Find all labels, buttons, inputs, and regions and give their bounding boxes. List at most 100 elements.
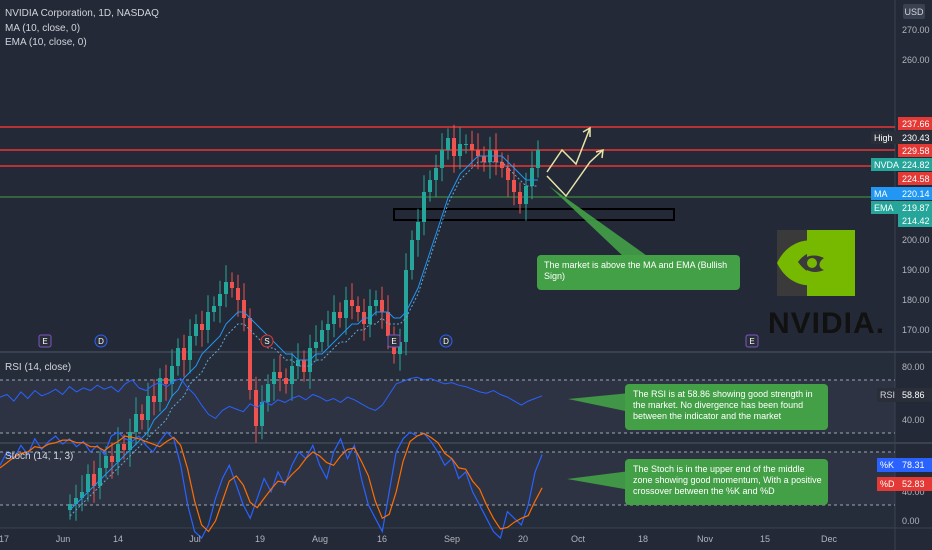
currency-badge[interactable] [903,4,925,19]
candle-body [338,312,342,318]
projection-arrow-up [546,127,591,173]
candle-body [152,396,156,402]
stoch-legend: Stoch (14, 1, 3) [5,451,73,462]
event-marker-label: D [443,337,449,346]
candle-body [452,138,456,156]
rsi-callout-pointer [568,393,630,412]
ma-legend: MA (10, close, 0) [5,23,80,34]
rsi-tick: 40.00 [902,415,925,425]
candle-body [344,300,348,318]
nvidia-wordmark: NVIDIA. [768,307,885,340]
price-callout-box [537,255,740,290]
candle-body [422,192,426,222]
price-callout-pointer [549,186,650,258]
earnings-marker [387,334,401,348]
support-zone-box [393,208,675,221]
stoch-d-name: %D [880,479,895,489]
candle-body [236,288,240,300]
price-axis-ticks: 270.00 260.00 200.00 190.00 180.00 170.00 [902,25,930,335]
price-tick: 270.00 [902,25,930,35]
candle-body [224,282,228,294]
price-label-name: High [874,133,893,143]
split-marker [260,334,274,348]
nvidia-logo-icon [777,230,855,296]
price-label-badge [898,144,932,157]
candle-body [200,324,204,330]
rsi-callout-box [625,384,828,430]
time-tick: 14 [113,534,123,544]
candle-body [386,312,390,336]
projection-arrow-alt [546,149,604,198]
stoch-d-badge [877,477,932,491]
candle-body [146,396,150,420]
price-label-value: 230.43 [902,133,930,143]
price-label-name: EMA [874,203,894,213]
price-tick: 260.00 [902,55,930,65]
price-label-value: 224.82 [902,160,930,170]
candle-body [332,312,336,324]
rsi-line [0,376,543,420]
candle-body [176,348,180,366]
price-label-value: 229.58 [902,146,930,156]
price-tick: 190.00 [902,265,930,275]
candle-body [260,402,264,426]
price-label-badge [871,158,932,171]
candle-body [170,366,174,384]
price-label-value: 214.42 [902,216,930,226]
stoch-d-line [0,432,543,533]
price-label-badge [898,172,932,185]
time-tick: 16 [377,534,387,544]
stoch-k-value: 78.31 [902,460,925,470]
candle-body [134,414,138,432]
rsi-value: 58.86 [902,390,925,400]
candle-body [164,378,168,384]
candle-body [206,312,210,330]
candle-body [68,504,72,510]
rsi-tick: 80.00 [902,362,925,372]
candle-body [536,150,540,168]
time-tick: Sep [444,534,460,544]
rsi-callout-text: The RSI is at 58.86 showing good strengt… [633,389,813,421]
currency-label: USD [904,7,924,17]
candle-body [374,300,378,306]
event-marker-label: S [264,337,269,346]
candle-body [482,156,486,162]
time-tick: Jun [56,534,71,544]
candle-body [398,342,402,354]
time-tick: Aug [312,534,328,544]
candle-body [326,324,330,330]
candle-body [254,390,258,426]
time-tick: 15 [760,534,770,544]
price-tick: 180.00 [902,295,930,305]
event-marker-label: E [391,337,396,346]
projection-arrowhead-alt [595,148,604,159]
candle-body [266,384,270,402]
event-marker-label: E [42,337,47,346]
candle-body [506,168,510,180]
candle-body [194,324,198,336]
price-tick: 200.00 [902,235,930,245]
candle-body [116,444,120,462]
price-label-badge [871,187,932,200]
stoch-callout-box [625,459,828,505]
candle-body [500,162,504,168]
candle-body [284,378,288,384]
candle-body [212,306,216,312]
time-tick: Jul [189,534,201,544]
candle-body [368,306,372,324]
candle-body [158,378,162,402]
candle-body [446,138,450,150]
ema-line [69,161,538,517]
time-tick: Oct [571,534,586,544]
candle-body [416,222,420,240]
rsi-legend: RSI (14, close) [5,362,71,373]
candle-body [80,492,84,498]
candle-body [428,180,432,192]
stoch-k-badge [877,458,932,472]
candle-body [290,366,294,384]
candle-body [440,150,444,168]
candle-body [314,342,318,348]
